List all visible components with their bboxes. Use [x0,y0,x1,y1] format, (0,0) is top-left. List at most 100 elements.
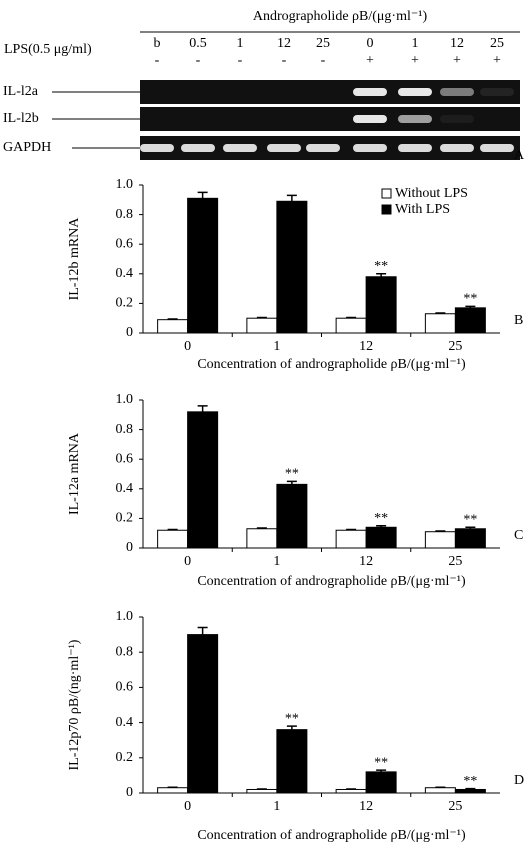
error-bar [198,192,208,198]
gel-band [440,88,474,96]
bar [425,314,455,333]
significance: ** [285,467,299,482]
lps-sign: - [155,53,160,68]
y-tick-label: 1.0 [116,177,134,192]
lps-sign: + [493,53,501,68]
error-bar [198,406,208,412]
y-tick-label: 0 [126,325,133,340]
error-bar [198,628,208,635]
gel-band [223,88,257,96]
lane-label: 1 [412,36,419,51]
y-tick-label: 0 [126,540,133,555]
x-tick-label: 25 [448,554,462,569]
error-bar [346,789,356,790]
lane-label: 25 [316,36,330,51]
lps-sign: - [321,53,326,68]
bar [366,527,396,548]
bar [336,318,366,333]
panel-letter: C [514,528,523,543]
x-tick-label: 12 [359,339,373,354]
gel-band [480,88,514,96]
bar [277,484,307,548]
gel-band [398,88,432,96]
y-axis-label: IL-12b mRNA [67,217,82,301]
lane-label: b [154,36,161,51]
lps-sign: + [411,53,419,68]
bar [158,530,188,548]
significance: ** [463,774,477,789]
bar [336,530,366,548]
legend-label: With LPS [395,202,450,217]
x-axis-label: Concentration of andrographolide ρB/(μg·… [197,828,466,843]
significance: ** [374,511,388,526]
gel-row-label: GAPDH [3,140,51,155]
y-tick-label: 0.2 [116,750,134,765]
error-bar [257,528,267,529]
bar [277,201,307,333]
error-bar [168,319,178,320]
gel-band [267,144,301,152]
y-tick-label: 0.4 [116,266,134,281]
error-bar [435,787,445,788]
lane-label: 25 [490,36,504,51]
x-axis-label: Concentration of andrographolide ρB/(μg·… [197,574,466,589]
gel-band [223,144,257,152]
bar [277,730,307,793]
figure: Andrographolide ρB/(μg·ml⁻¹) LPS(0.5 μg/m… [0,0,528,847]
lps-sign: + [366,53,374,68]
page: Andrographolide ρB/(μg·ml⁻¹) LPS(0.5 μg/m… [0,0,528,847]
x-tick-label: 0 [184,799,191,814]
y-tick-label: 1.0 [116,609,134,624]
x-tick-label: 12 [359,799,373,814]
x-tick-label: 1 [273,799,280,814]
bar [336,789,366,793]
error-bar [435,313,445,314]
gel-band [353,88,387,96]
bar [366,277,396,333]
gel-band [306,115,340,123]
error-bar [257,789,267,790]
y-tick-label: 0.6 [116,680,134,695]
gel-band [353,144,387,152]
legend-swatch [382,189,391,198]
x-axis-label: Concentration of andrographolide ρB/(μg·… [197,357,466,372]
error-bar [287,195,297,201]
y-tick-label: 0.2 [116,296,134,311]
error-bar [435,531,445,532]
y-tick-label: 0.2 [116,511,134,526]
gel-band [306,88,340,96]
gel-band [353,115,387,123]
y-tick-label: 0.8 [116,422,134,437]
y-tick-label: 0.6 [116,236,134,251]
gel-band [440,115,474,123]
error-bar [287,726,297,730]
panel-letter: D [514,773,524,788]
significance: ** [285,711,299,726]
lps-label: LPS(0.5 μg/ml) [4,42,92,57]
gel-band [398,144,432,152]
gel-row-label: IL-l2a [3,84,39,99]
legend-swatch [382,205,391,214]
significance: ** [374,259,388,274]
gel-title: Andrographolide ρB/(μg·ml⁻¹) [253,9,428,24]
error-bar [346,530,356,531]
gel-band [480,144,514,152]
legend-label: Without LPS [395,186,468,201]
lane-label: 0 [367,36,374,51]
x-tick-label: 25 [448,799,462,814]
y-tick-label: 0.6 [116,451,134,466]
x-tick-label: 25 [448,339,462,354]
bar [366,772,396,793]
panel-letter: A [514,148,525,163]
gel-band [223,115,257,123]
y-tick-label: 0.8 [116,207,134,222]
lps-sign: - [282,53,287,68]
error-bar [168,530,178,531]
y-tick-label: 0 [126,785,133,800]
gel-band [267,88,301,96]
y-tick-label: 0.4 [116,715,134,730]
error-bar [346,317,356,318]
bar [188,635,218,793]
bar [455,308,485,333]
bar [247,529,277,548]
